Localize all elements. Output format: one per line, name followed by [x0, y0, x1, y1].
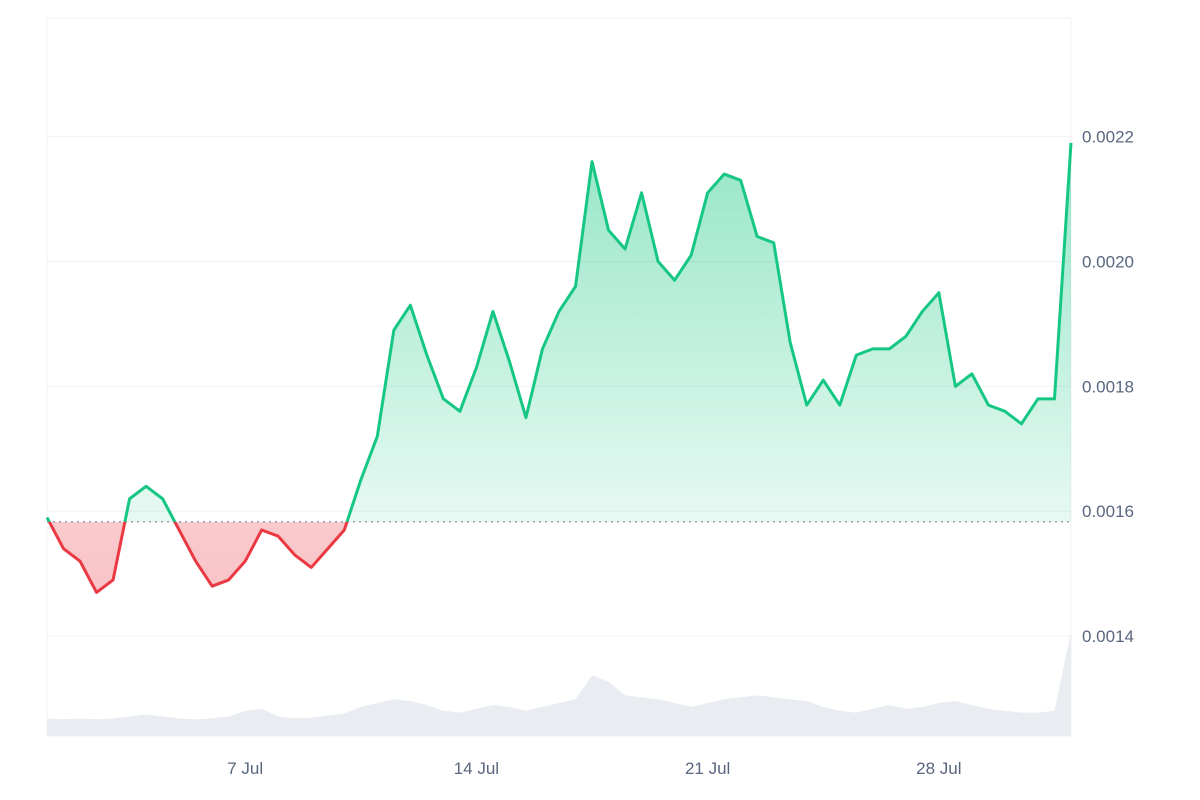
y-tick-label: 0.0016: [1082, 502, 1134, 521]
y-tick-label: 0.0022: [1082, 128, 1134, 147]
series-line-up: [45, 142, 1073, 522]
volume-fill: [47, 632, 1071, 736]
y-tick-label: 0.0020: [1082, 252, 1134, 271]
x-tick-label: 7 Jul: [227, 759, 263, 778]
x-tick-label: 21 Jul: [685, 759, 730, 778]
y-tick-label: 0.0014: [1082, 627, 1134, 646]
x-axis: 7 Jul 14 Jul 21 Jul 28 Jul: [227, 759, 961, 778]
y-tick-label: 0.0018: [1082, 377, 1134, 396]
area-fill-down: [47, 521, 1071, 593]
price-line: [45, 142, 1073, 594]
y-axis: 0.0014 0.0016 0.0018 0.0020 0.0022: [1082, 128, 1134, 646]
series-line-down: [47, 521, 349, 594]
volume-area: [47, 632, 1071, 736]
area-fill-up: [47, 142, 1071, 522]
x-tick-label: 28 Jul: [916, 759, 961, 778]
price-area: [47, 142, 1071, 593]
x-tick-label: 14 Jul: [454, 759, 499, 778]
